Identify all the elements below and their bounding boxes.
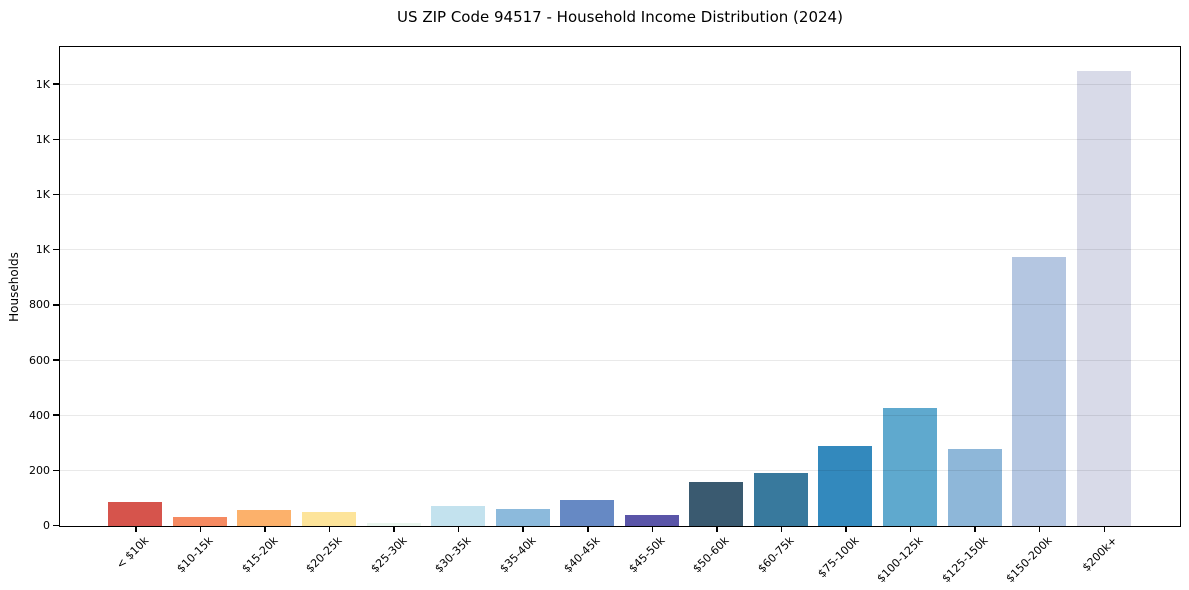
bar-$60-75k	[753, 473, 808, 526]
y-tick-mark	[53, 138, 59, 141]
y-tick-mark	[53, 83, 59, 85]
y-tick-mark	[53, 304, 59, 306]
bar-$40-45k	[560, 499, 615, 526]
x-tick-mark	[328, 527, 331, 532]
x-tick-mark	[199, 527, 202, 532]
x-tick-label: $20-25k	[303, 534, 345, 576]
x-tick-mark	[845, 527, 847, 532]
bar-$10-15k	[172, 516, 227, 526]
x-tick-label: $45-50k	[626, 534, 668, 576]
y-tick-mark	[53, 193, 59, 196]
bar-$50-60k	[689, 482, 744, 526]
x-tick-label: $200k+	[1079, 534, 1120, 575]
x-tick-mark	[780, 527, 783, 532]
y-tick-mark	[53, 359, 59, 361]
y-tick-label: 1K	[35, 243, 50, 257]
x-tick-mark	[651, 527, 653, 532]
bar-$15-20k	[237, 509, 292, 526]
plot-area	[59, 46, 1181, 527]
x-tick-label: $100-125k	[874, 534, 926, 586]
x-tick-mark	[135, 527, 137, 532]
bar-< $10k	[108, 502, 163, 526]
bar-$200k+	[1076, 70, 1131, 526]
bar-$45-50k	[624, 515, 679, 526]
x-tick-label: $10-15k	[174, 534, 216, 576]
gridline	[60, 469, 1180, 471]
x-tick-label: $125-150k	[939, 534, 991, 586]
gridline	[60, 359, 1180, 361]
gridline	[60, 249, 1180, 251]
y-tick-mark	[53, 414, 59, 416]
x-tick-label: $15-20k	[238, 534, 281, 576]
x-tick-label: $40-45k	[561, 534, 603, 576]
gridline	[60, 414, 1180, 416]
bar-$125-150k	[947, 448, 1002, 526]
x-tick-label: $30-35k	[432, 534, 474, 576]
y-tick-mark	[53, 248, 59, 251]
y-tick-label: 800	[29, 298, 50, 312]
x-tick-mark	[457, 527, 460, 532]
y-tick-label: 1K	[35, 77, 50, 91]
x-tick-mark	[522, 527, 524, 532]
y-tick-mark	[53, 524, 59, 527]
x-tick-mark	[1103, 527, 1105, 532]
x-tick-label: $25-30k	[367, 534, 410, 576]
bar-$35-40k	[495, 508, 550, 526]
x-tick-mark	[909, 527, 912, 532]
bar-$100-125k	[883, 407, 938, 526]
x-tick-mark	[587, 527, 589, 532]
x-tick-label: $50-60k	[690, 534, 733, 576]
x-tick-label: < $10k	[113, 534, 152, 572]
bar-$20-25k	[301, 511, 356, 526]
bar-$25-30k	[366, 523, 421, 526]
bar-$75-100k	[818, 446, 873, 526]
x-tick-mark	[974, 527, 976, 532]
chart-title: US ZIP Code 94517 - Household Income Dis…	[397, 8, 843, 26]
y-tick-label: 0	[43, 519, 50, 532]
y-tick-label: 600	[29, 353, 50, 367]
x-tick-mark	[716, 527, 718, 532]
y-tick-mark	[53, 469, 59, 472]
x-tick-label: $35-40k	[497, 534, 539, 576]
bar-$30-35k	[431, 505, 486, 526]
gridline	[60, 304, 1180, 306]
y-tick-label: 200	[29, 463, 50, 477]
x-tick-label: $60-75k	[755, 534, 797, 576]
x-tick-mark	[393, 527, 395, 532]
x-tick-mark	[264, 527, 266, 532]
x-tick-label: $75-100k	[814, 534, 862, 581]
gridline	[60, 194, 1180, 195]
y-tick-label: 400	[29, 408, 50, 422]
bar-$150-200k	[1012, 257, 1067, 526]
gridline	[60, 83, 1180, 85]
y-tick-label: 1K	[35, 132, 50, 146]
gridline	[60, 138, 1180, 140]
x-tick-label: $150-200k	[1003, 534, 1055, 586]
y-tick-label: 1K	[35, 188, 50, 201]
x-tick-mark	[1038, 527, 1041, 532]
